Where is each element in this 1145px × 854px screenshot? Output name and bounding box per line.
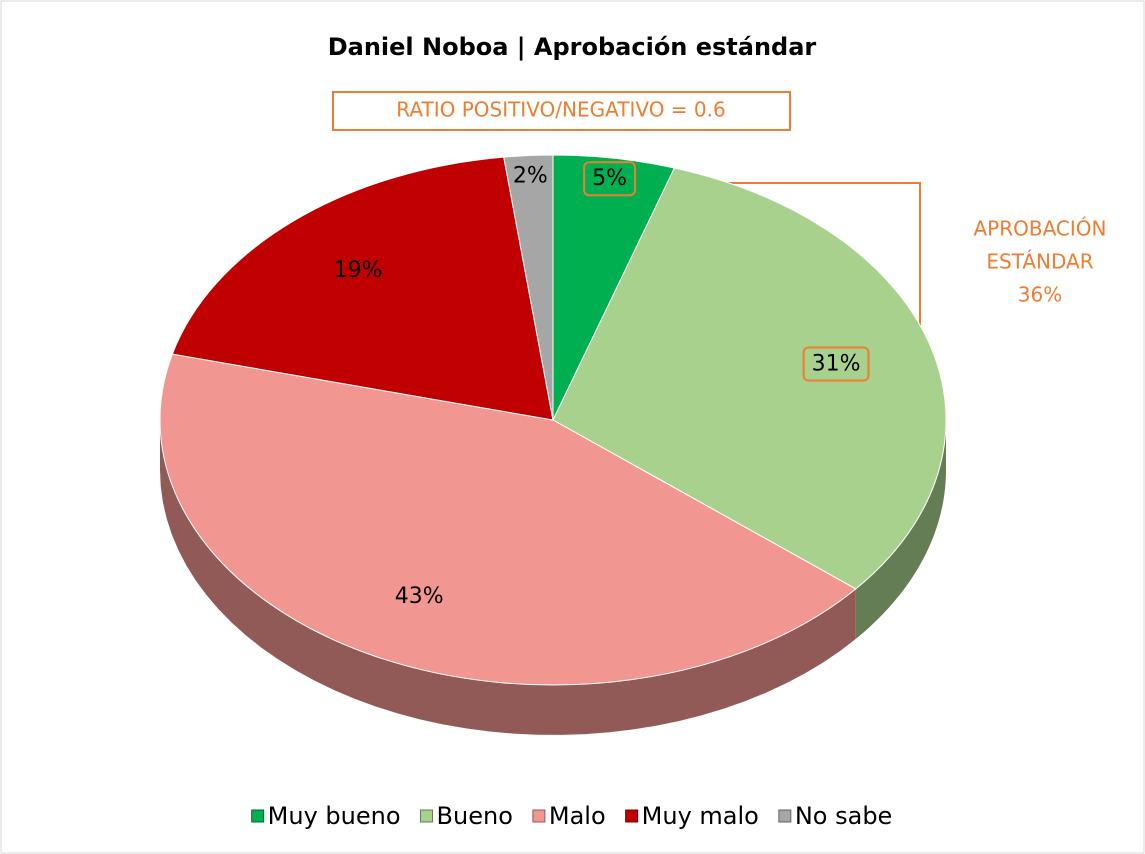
approval-annotation: ESTÁNDAR [986, 250, 1093, 274]
slice [503, 154, 554, 421]
slice-side [160, 420, 856, 735]
slice-side [855, 420, 946, 639]
data-label: 5% [592, 166, 627, 191]
legend-swatch [532, 809, 546, 823]
data-label: 31% [812, 352, 861, 377]
slice [171, 156, 554, 421]
label-highlight [583, 161, 637, 197]
approval-annotation: APROBACIÓN [974, 217, 1107, 241]
legend-swatch [778, 809, 792, 823]
ratio-box [332, 91, 791, 131]
legend-label: Bueno [437, 802, 513, 830]
legend-label: Malo [549, 802, 606, 830]
label-highlight [802, 346, 870, 382]
slice [159, 353, 857, 686]
approval-annotation: 36% [1018, 283, 1062, 307]
legend-swatch [625, 809, 639, 823]
legend-label: Muy bueno [268, 802, 401, 830]
data-label: 43% [395, 584, 444, 609]
legend: Muy bueno Bueno Malo Muy malo No sabe [251, 802, 892, 830]
chart-title: Daniel Noboa | Aprobación estándar [328, 33, 817, 61]
pie [159, 154, 947, 735]
legend-swatch [420, 809, 434, 823]
slice [552, 167, 947, 590]
data-label: 2% [513, 164, 548, 189]
legend-swatch [251, 809, 265, 823]
legend-label: Muy malo [642, 802, 759, 830]
data-label: 19% [334, 258, 383, 283]
legend-label: No sabe [795, 802, 892, 830]
ratio-annotation: RATIO POSITIVO/NEGATIVO = 0.6 [396, 98, 725, 122]
